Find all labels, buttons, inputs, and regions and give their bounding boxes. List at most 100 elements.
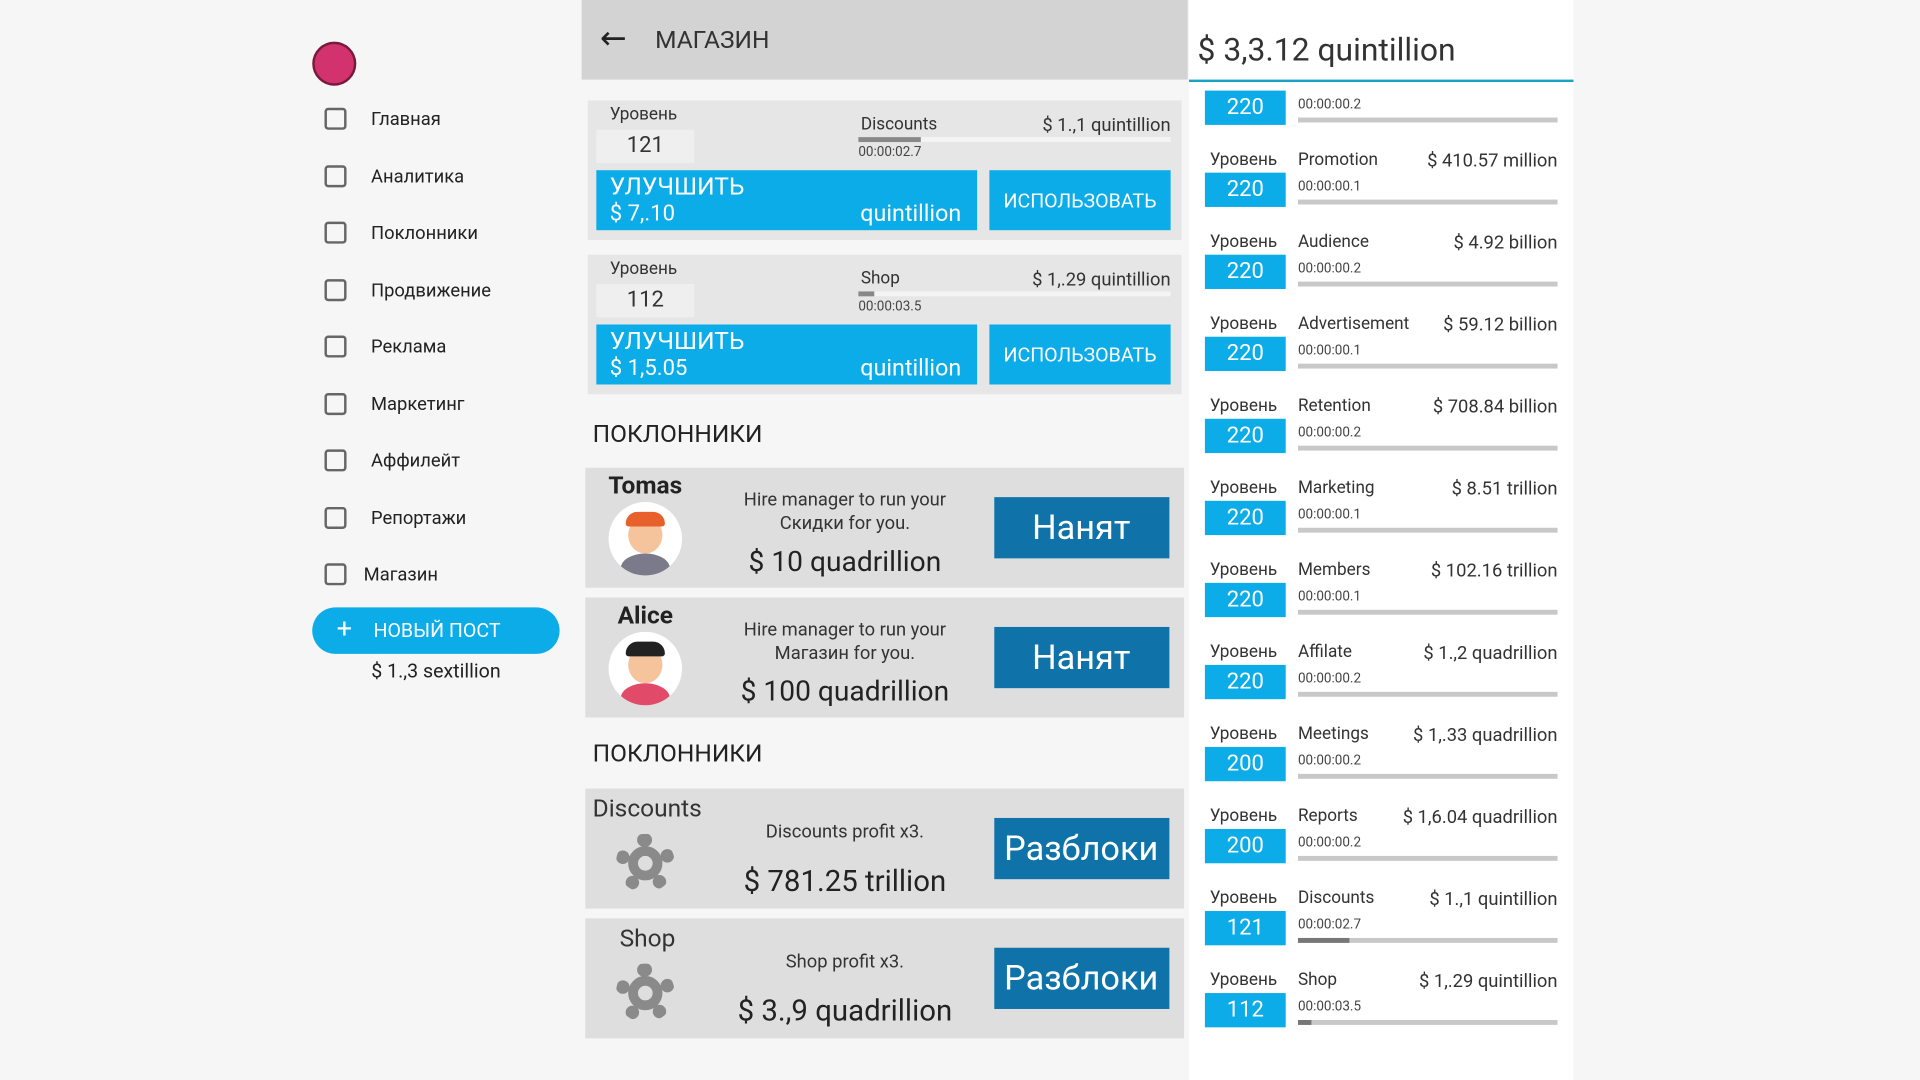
- progress-track: [1297, 117, 1558, 123]
- manager-price: $ 10 quadrillion: [748, 545, 942, 579]
- plus-icon: +: [336, 614, 353, 646]
- use-label: ИСПОЛЬЗОВАТЬ: [1003, 189, 1157, 213]
- header: ← МАГАЗИН: [581, 0, 1188, 80]
- manager-name: Alice: [617, 600, 674, 630]
- stat-timer: 00:00:00.2: [1297, 752, 1362, 769]
- nav-icon: [324, 563, 347, 586]
- level-box: 220: [1204, 664, 1286, 700]
- unlock-button[interactable]: Разблоки: [994, 947, 1170, 1009]
- nav-icon: [324, 107, 347, 130]
- nav-item[interactable]: Репортажи: [371, 506, 467, 529]
- hire-button[interactable]: Нанят: [994, 626, 1170, 689]
- unlock-price: $ 781.25 trillion: [743, 864, 947, 899]
- level-value: 220: [1226, 504, 1264, 531]
- total-underline: [1188, 79, 1574, 83]
- stat-value: $ 8.51 trillion: [1451, 477, 1558, 500]
- upgrade-card: Уровень 121 Discounts $ 1.,1 quintillion 00:…: [587, 100, 1182, 240]
- use-button[interactable]: ИСПОЛЬЗОВАТЬ: [989, 324, 1171, 385]
- manager-price: $ 100 quadrillion: [740, 674, 950, 709]
- level-box: 220: [1204, 336, 1286, 372]
- level-box: 200: [1204, 828, 1286, 864]
- unlock-card: Shop Shop profit x3. $ 3.,9 quadrillion Раз…: [585, 918, 1185, 1039]
- level-label: Уровень: [1209, 970, 1278, 991]
- unlock-desc: Shop profit x3.: [785, 950, 905, 973]
- manager-desc: Hire manager to run your: [743, 488, 947, 511]
- unlock-name: Discounts: [592, 793, 702, 823]
- balance: $ 1.,3 sextillion: [371, 659, 501, 683]
- level-label: Уровень: [1209, 560, 1278, 580]
- upgrade-unit: quintillion: [860, 199, 962, 228]
- upgrade-price: $ 1,.29 quintillion: [1032, 268, 1171, 291]
- new-post-label: НОВЫЙ ПОСТ: [373, 618, 501, 643]
- nav-item[interactable]: Реклама: [371, 335, 447, 358]
- upgrade-label: УЛУЧШИТЬ: [609, 325, 745, 356]
- progress-track: [858, 291, 1171, 297]
- stat-value: $ 1,.33 quadrillion: [1413, 723, 1558, 746]
- upgrade-button[interactable]: УЛУЧШИТЬ $ 1,5.05 quintillion: [596, 324, 978, 385]
- level-label: Уровень: [1209, 396, 1278, 416]
- nav-icon: [324, 335, 347, 358]
- nav-icon: [324, 392, 347, 415]
- level-box: 220: [1204, 418, 1286, 454]
- upgrade-cost: $ 7,.10: [609, 201, 675, 227]
- progress-fill: [1297, 937, 1350, 943]
- level-label: Уровень: [609, 259, 678, 279]
- nav-item[interactable]: Магазин: [363, 563, 438, 586]
- stat-value: $ 1,.29 quintillion: [1419, 969, 1558, 992]
- stat-name: Reports: [1297, 806, 1358, 827]
- nav-item[interactable]: Поклонники: [371, 221, 478, 244]
- level-value: 220: [1226, 586, 1264, 613]
- stat-name: Promotion: [1297, 150, 1379, 170]
- level-box: 220: [1204, 254, 1286, 289]
- level-label: Уровень: [1209, 314, 1278, 334]
- level-box: 220: [1204, 582, 1286, 618]
- stat-name: Meetings: [1297, 724, 1369, 745]
- level-box: 220: [1204, 172, 1286, 207]
- level-value: 220: [1226, 258, 1264, 285]
- nav-item[interactable]: Главная: [371, 107, 441, 130]
- unlock-desc: Discounts profit x3.: [765, 820, 925, 843]
- new-post-button[interactable]: + НОВЫЙ ПОСТ: [312, 607, 560, 654]
- stat-list: 220 00:00:00.2 Уровень 220 Promotion $ 410.57…: [1189, 82, 1573, 1080]
- use-button[interactable]: ИСПОЛЬЗОВАТЬ: [989, 170, 1171, 231]
- nav-item[interactable]: Продвижение: [371, 278, 492, 301]
- back-arrow: ←: [600, 20, 627, 57]
- upgrade-button[interactable]: УЛУЧШИТЬ $ 7,.10 quintillion: [596, 170, 978, 231]
- level-label: Уровень: [1209, 478, 1278, 498]
- upgrade-timer: 00:00:03.5: [858, 298, 922, 314]
- level-value: 220: [1226, 176, 1264, 203]
- stat-value: $ 1.,1 quintillion: [1429, 887, 1558, 910]
- hire-button[interactable]: Нанят: [994, 497, 1170, 559]
- level-box: 200: [1204, 746, 1286, 782]
- manager-card: Alice Hire manager to run your Магазин for…: [585, 597, 1185, 718]
- unlock-card: Discounts Discounts profit x3. $ 781.25 tr…: [585, 788, 1185, 909]
- nav-icon: [324, 506, 347, 529]
- unlock-label: Разблоки: [1004, 957, 1159, 999]
- nav-icon: [324, 164, 347, 187]
- avatar-hair: [625, 511, 665, 527]
- stat-value: $ 708.84 billion: [1432, 395, 1558, 418]
- section-title: ПОКЛОННИКИ: [592, 738, 763, 768]
- nav-icon: [324, 278, 347, 301]
- gear-hub: [628, 846, 663, 881]
- progress-track: [858, 137, 1171, 143]
- stat-timer: 00:00:00.2: [1297, 260, 1362, 277]
- nav-item[interactable]: Аффилейт: [371, 449, 461, 472]
- unlock-price: $ 3.,9 quadrillion: [737, 993, 953, 1029]
- nav-item[interactable]: Маркетинг: [371, 392, 465, 415]
- progress-track: [1297, 855, 1558, 861]
- stat-timer: 00:00:03.5: [1297, 998, 1362, 1015]
- level-label: Уровень: [609, 104, 678, 125]
- manager-name: Tomas: [608, 470, 683, 500]
- unlock-button[interactable]: Разблоки: [994, 817, 1170, 880]
- nav-item[interactable]: Аналитика: [371, 164, 465, 187]
- level-value: 121: [626, 132, 664, 159]
- level-value: 220: [1226, 94, 1264, 121]
- level-label: Уровень: [1209, 724, 1278, 745]
- level-label: Уровень: [1209, 150, 1278, 170]
- nav-icon: [324, 221, 347, 244]
- level-value: 200: [1226, 832, 1264, 859]
- avatar-body: [620, 553, 670, 576]
- manager-avatar: [608, 502, 683, 576]
